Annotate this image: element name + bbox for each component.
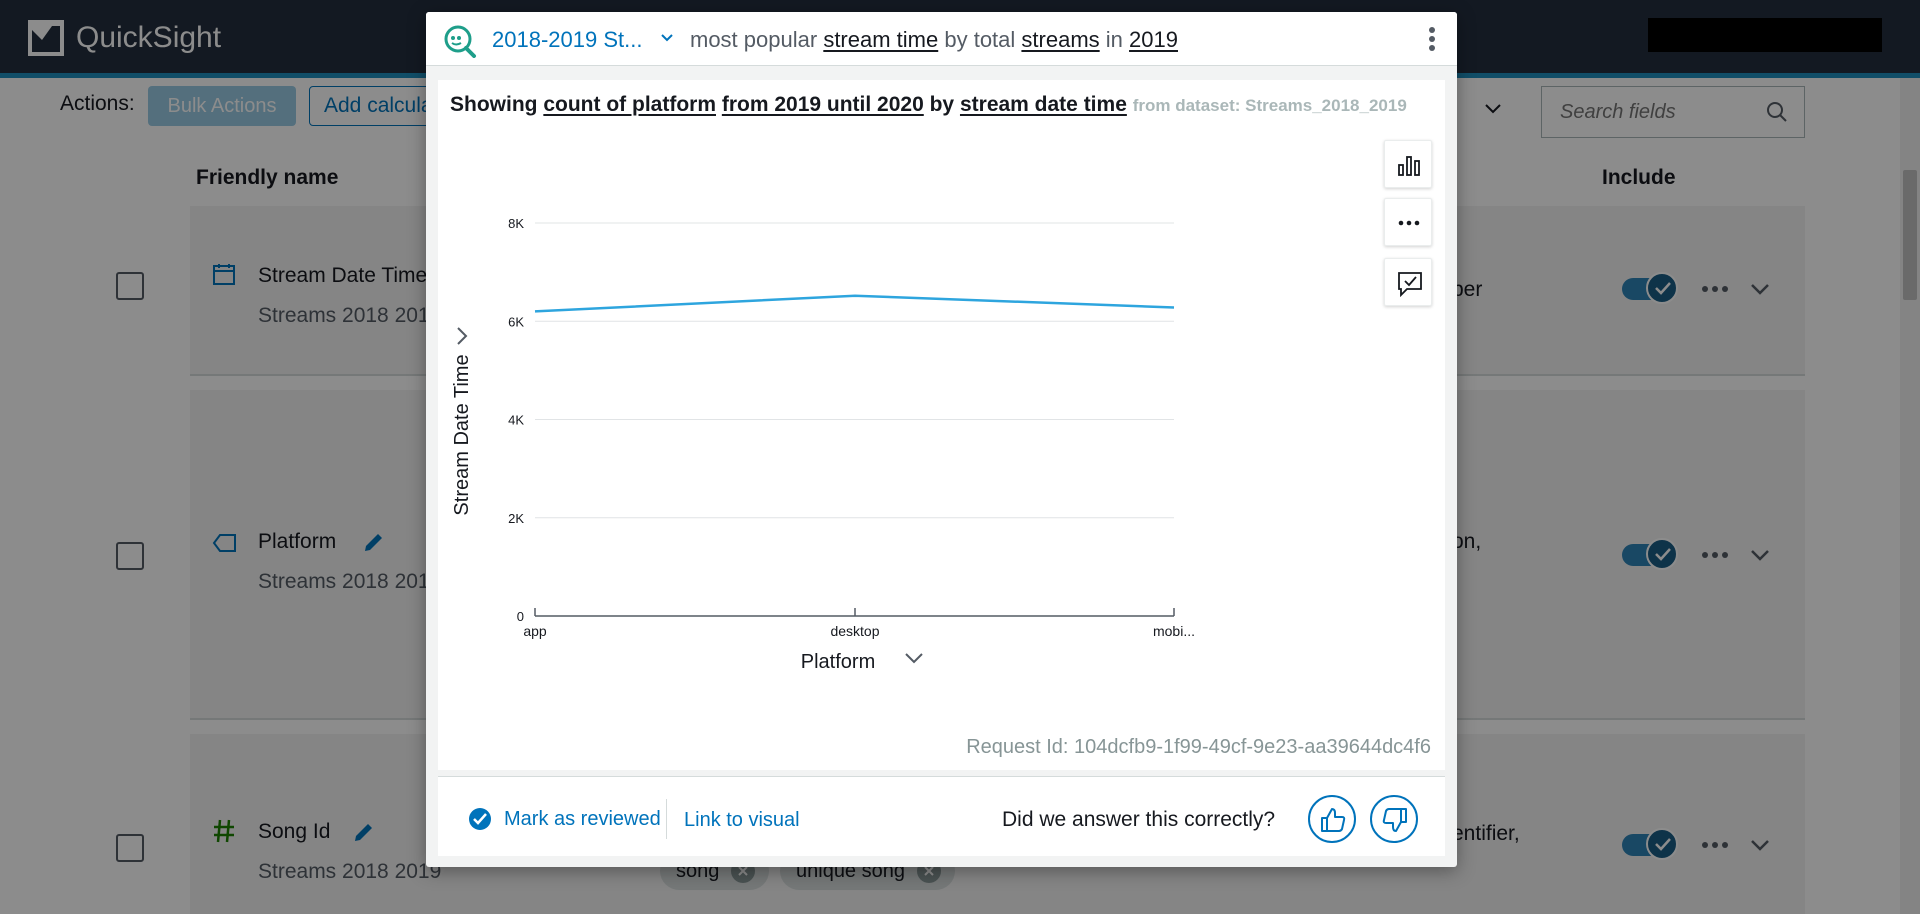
field-name: Song Id bbox=[258, 820, 331, 843]
feedback-question: Did we answer this correctly? bbox=[1002, 808, 1276, 831]
kebab-menu-icon[interactable] bbox=[1428, 26, 1436, 52]
edit-pencil-icon[interactable] bbox=[352, 820, 376, 844]
app-name: QuickSight bbox=[76, 21, 222, 54]
row-checkbox[interactable] bbox=[116, 272, 144, 300]
showing-prefix: Showing bbox=[450, 93, 538, 116]
toggle-knob bbox=[1646, 272, 1678, 304]
y-tick-label: 8K bbox=[508, 216, 524, 231]
topic-selector[interactable]: 2018-2019 St... bbox=[492, 27, 643, 52]
answer-card: Showing count of platform from 2019 unti… bbox=[438, 80, 1445, 770]
field-description: ber bbox=[1452, 278, 1483, 301]
field-dataset: Streams 2018 2019 bbox=[258, 860, 442, 883]
check-icon bbox=[1655, 282, 1671, 295]
link-to-visual-button[interactable]: Link to visual bbox=[684, 809, 800, 831]
expand-chevron-icon[interactable] bbox=[1750, 282, 1770, 296]
feedback-button[interactable] bbox=[1384, 258, 1432, 306]
chevron-down-icon[interactable] bbox=[1484, 100, 1502, 118]
y-tick-label: 2K bbox=[508, 511, 524, 526]
page-scrollbar-thumb[interactable] bbox=[1903, 170, 1917, 300]
check-circle-icon bbox=[469, 808, 491, 830]
interpretation-dimension[interactable]: stream date time bbox=[959, 93, 1127, 116]
more-visual-options-button[interactable] bbox=[1384, 198, 1432, 246]
quicksight-logo[interactable]: QuickSight bbox=[28, 20, 221, 56]
bar-chart-icon bbox=[1398, 156, 1420, 176]
more-options-icon[interactable] bbox=[1700, 550, 1730, 560]
hash-icon bbox=[214, 819, 234, 843]
include-toggle[interactable] bbox=[1622, 538, 1678, 570]
q-topic-icon bbox=[444, 25, 476, 58]
add-calculated-field-button[interactable]: Add calcula bbox=[309, 86, 449, 126]
y-tick-label: 4K bbox=[508, 413, 524, 428]
actions-label: Actions: bbox=[60, 92, 135, 115]
answer-interpretation: Showing count of platform from 2019 unti… bbox=[450, 93, 1407, 117]
mark-as-reviewed-label: Mark as reviewed bbox=[504, 807, 661, 830]
question-token[interactable]: 2019 bbox=[1129, 27, 1178, 52]
series-line bbox=[534, 294, 1175, 313]
user-account-menu[interactable] bbox=[1648, 18, 1882, 52]
field-description: entifier, bbox=[1452, 822, 1520, 845]
row-checkbox[interactable] bbox=[116, 834, 144, 862]
expand-chevron-icon[interactable] bbox=[1750, 548, 1770, 562]
more-options-icon[interactable] bbox=[1700, 284, 1730, 294]
y-axis-title: Stream Date Time bbox=[451, 354, 473, 515]
q-answer-panel: 2018-2019 St... most popular stream time… bbox=[426, 12, 1457, 867]
thumbs-down-icon bbox=[1382, 808, 1407, 832]
interpretation-dataset: from dataset: Streams_2018_2019 bbox=[1132, 96, 1407, 115]
thumbs-down-button[interactable] bbox=[1370, 795, 1418, 843]
include-toggle[interactable] bbox=[1622, 828, 1678, 860]
showing-by: by bbox=[929, 93, 955, 116]
question-text[interactable]: most popular stream time by total stream… bbox=[690, 27, 1178, 53]
comment-check-icon bbox=[1398, 272, 1422, 297]
search-fields-box[interactable] bbox=[1541, 86, 1805, 138]
question-part: by total bbox=[944, 27, 1016, 52]
expand-chevron-icon[interactable] bbox=[1750, 838, 1770, 852]
check-icon bbox=[1655, 548, 1671, 561]
include-toggle[interactable] bbox=[1622, 272, 1678, 304]
field-dataset: Streams 2018 201 bbox=[258, 570, 430, 593]
question-token[interactable]: streams bbox=[1021, 27, 1100, 52]
column-header-include: Include bbox=[1602, 166, 1676, 189]
field-name: Platform bbox=[258, 530, 337, 553]
ellipsis-icon bbox=[1398, 220, 1420, 226]
q-question-bar: 2018-2019 St... most popular stream time… bbox=[426, 12, 1457, 66]
footer-divider bbox=[666, 799, 667, 839]
change-visual-type-button[interactable] bbox=[1384, 140, 1432, 188]
x-tick-label: desktop bbox=[830, 623, 879, 639]
interpretation-measure[interactable]: count of platform bbox=[543, 93, 716, 116]
x-tick-label: mobi... bbox=[1153, 623, 1195, 639]
x-tick-label: app bbox=[523, 623, 547, 639]
field-description: on, bbox=[1452, 530, 1482, 553]
row-checkbox[interactable] bbox=[116, 542, 144, 570]
y-axis-chevron-icon bbox=[457, 327, 468, 345]
chevron-down-icon[interactable] bbox=[660, 33, 674, 43]
toggle-knob bbox=[1646, 828, 1678, 860]
toggle-knob bbox=[1646, 538, 1678, 570]
field-name: Stream Date Time bbox=[258, 264, 428, 287]
question-token[interactable]: stream time bbox=[823, 27, 939, 52]
interpretation-date-range[interactable]: from 2019 until 2020 bbox=[721, 93, 924, 116]
line-chart: 0 2K 4K 6K 8K app desktop mobi... Platform Stream… bbox=[451, 216, 1195, 673]
request-id: Request Id: 104dcfb9-1f99-49cf-9e23-aa39… bbox=[966, 736, 1431, 758]
more-options-icon[interactable] bbox=[1700, 840, 1730, 850]
question-part: in bbox=[1105, 27, 1123, 52]
x-axis-title: Platform bbox=[801, 651, 875, 673]
question-part: most popular bbox=[690, 27, 818, 52]
x-axis-chevron-icon bbox=[905, 653, 923, 664]
thumbs-up-icon bbox=[1321, 808, 1346, 832]
mark-as-reviewed-button[interactable]: Mark as reviewed bbox=[468, 807, 661, 831]
calendar-icon bbox=[213, 264, 235, 285]
edit-pencil-icon[interactable] bbox=[362, 530, 386, 554]
answer-footer: Mark as reviewed Link to visual Did we a… bbox=[438, 776, 1445, 856]
column-header-friendly-name: Friendly name bbox=[196, 166, 339, 189]
search-fields-input[interactable] bbox=[1560, 100, 1760, 124]
bulk-actions-button[interactable]: Bulk Actions bbox=[148, 86, 296, 126]
quicksight-logo-icon bbox=[28, 20, 64, 56]
check-icon bbox=[1655, 838, 1671, 851]
search-icon[interactable] bbox=[1766, 101, 1788, 123]
y-tick-label: 6K bbox=[508, 314, 524, 329]
tag-icon bbox=[212, 534, 236, 552]
field-dataset: Streams 2018 201 bbox=[258, 304, 430, 327]
thumbs-up-button[interactable] bbox=[1308, 795, 1356, 843]
y-tick-label: 0 bbox=[517, 609, 524, 624]
